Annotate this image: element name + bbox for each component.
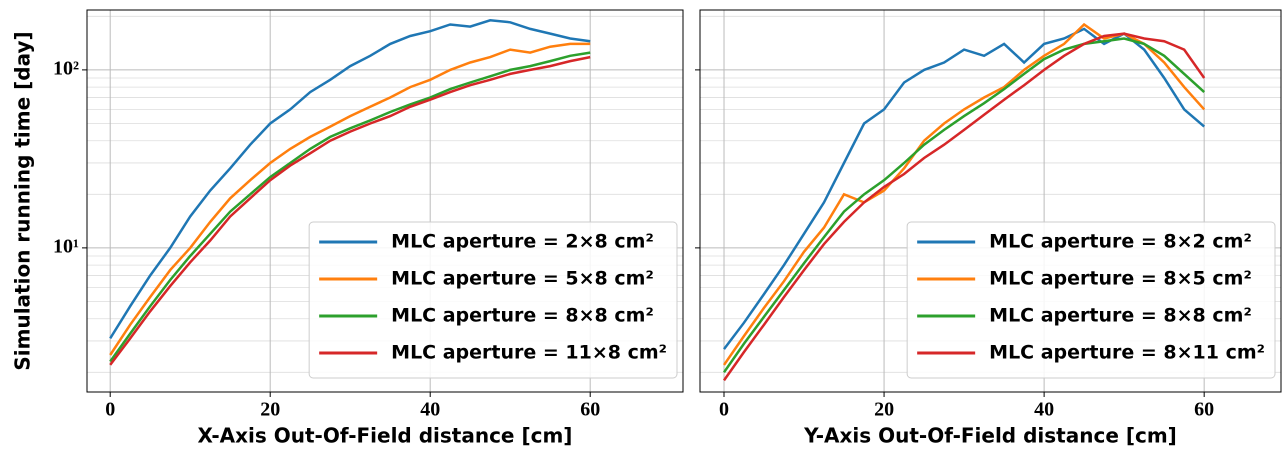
line-series <box>109 42 591 356</box>
line-series <box>109 51 591 363</box>
x-tick-label: 0 <box>105 399 115 421</box>
legend: MLC aperture = 8×2 cm² MLC aperture = 8×5… <box>906 221 1276 379</box>
x-tick-label: 20 <box>260 399 280 421</box>
axes-frame <box>86 9 684 393</box>
legend-label: MLC aperture = 5×8 cm² <box>391 268 654 290</box>
legend: MLC aperture = 2×8 cm² MLC aperture = 5×8… <box>308 221 678 379</box>
x-axis-label: X-Axis Out-Of-Field distance [cm] <box>198 424 573 448</box>
legend-label: MLC aperture = 8×2 cm² <box>989 231 1252 253</box>
x-axis-label: Y-Axis Out-Of-Field distance [cm] <box>803 424 1177 448</box>
line-series <box>109 19 591 340</box>
x-tick-label: 60 <box>580 399 600 421</box>
legend-box <box>308 221 678 379</box>
legend-label: MLC aperture = 2×8 cm² <box>391 231 654 253</box>
legend-label: MLC aperture = 8×5 cm² <box>989 268 1252 290</box>
x-tick-label: 40 <box>1034 399 1054 421</box>
y-axis-label: Simulation running time [day] <box>11 31 35 370</box>
line-series <box>109 55 591 366</box>
line-series <box>722 32 1206 382</box>
axes-frame <box>699 9 1282 393</box>
x-tick-label: 40 <box>420 399 440 421</box>
y-tick-label: 10² <box>53 57 79 79</box>
line-series <box>722 37 1206 374</box>
legend-label: MLC aperture = 8×8 cm² <box>391 305 654 327</box>
legend-label: MLC aperture = 8×8 cm² <box>989 305 1252 327</box>
legend-label: MLC aperture = 11×8 cm² <box>391 342 667 364</box>
y-tick-label: 10¹ <box>53 235 79 257</box>
legend-label: MLC aperture = 8×11 cm² <box>989 342 1265 364</box>
panel: 10¹ 10² 0 20 40 60 X-Axis Out-Of-Field distanc… <box>11 9 684 448</box>
x-tick-label: 0 <box>719 399 729 421</box>
x-tick-label: 60 <box>1194 399 1214 421</box>
legend-box <box>906 221 1276 379</box>
panel: 0 20 40 60 Y-Axis Out-Of-Field distance [cm]… <box>695 9 1282 448</box>
x-tick-label: 20 <box>874 399 894 421</box>
